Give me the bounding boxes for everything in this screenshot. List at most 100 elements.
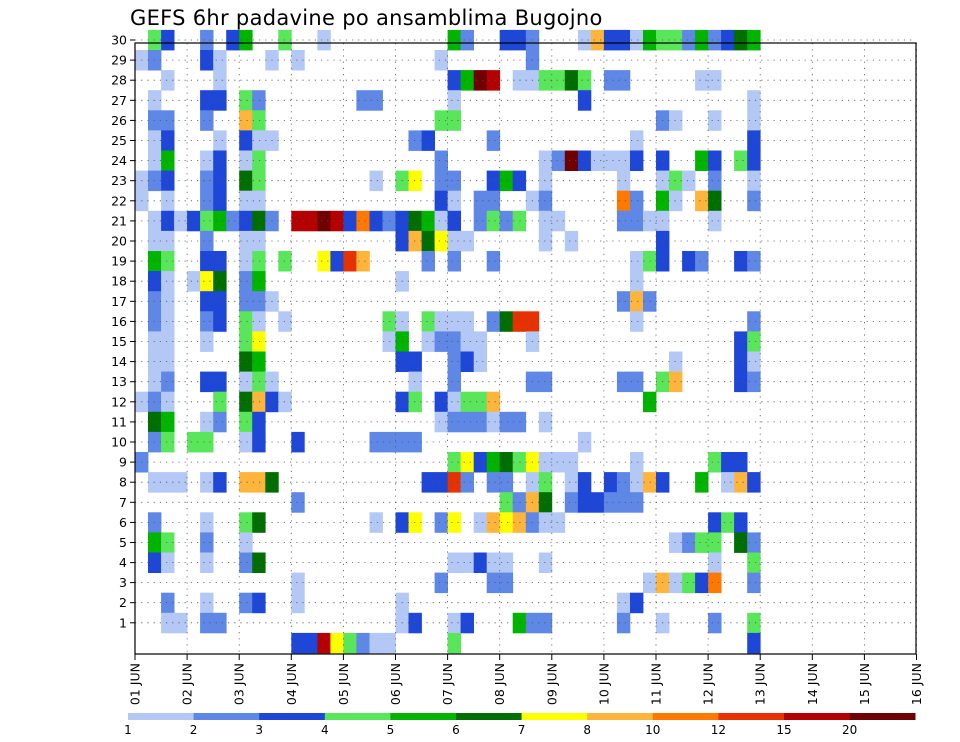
heatmap-cell	[538, 452, 553, 473]
y-tick-label: 19	[111, 254, 127, 269]
chart-title: GEFS 6hr padavine po ansamblima Bugojno	[130, 6, 603, 30]
heatmap-cell	[499, 552, 514, 573]
heatmap-cell	[486, 70, 501, 91]
heatmap-cell	[734, 150, 748, 171]
heatmap-cell	[734, 452, 748, 473]
heatmap-cell	[161, 371, 175, 393]
heatmap-cell	[473, 210, 488, 232]
y-tick-label: 8	[119, 475, 127, 490]
legend-swatch	[718, 713, 785, 720]
heatmap-cell	[434, 331, 448, 352]
heatmap-cell	[747, 472, 761, 493]
heatmap-cell	[538, 512, 553, 533]
heatmap-cell	[577, 431, 592, 453]
heatmap-cell	[630, 210, 644, 232]
heatmap-cell	[616, 472, 631, 493]
heatmap-cell	[200, 190, 214, 212]
heatmap-cell	[447, 411, 461, 433]
heatmap-cell	[499, 29, 514, 51]
heatmap-cell	[747, 351, 761, 372]
heatmap-cell	[538, 411, 553, 433]
heatmap-cell	[616, 170, 631, 192]
heatmap-cell	[460, 351, 474, 372]
heatmap-cell	[200, 170, 214, 192]
heatmap-cell	[382, 632, 396, 654]
heatmap-cell	[551, 70, 566, 91]
heatmap-cell	[577, 70, 592, 91]
heatmap-cell	[734, 371, 748, 393]
heatmap-cell	[499, 210, 514, 232]
heatmap-cell	[239, 311, 253, 332]
heatmap-cell	[669, 532, 683, 553]
heatmap-cell	[200, 371, 214, 393]
y-tick-label: 30	[111, 33, 127, 48]
heatmap-cell	[538, 150, 553, 171]
legend-swatch	[849, 713, 916, 720]
heatmap-cell	[434, 572, 448, 594]
heatmap-cell	[213, 90, 227, 111]
heatmap-cell	[291, 572, 305, 594]
heatmap-cell	[590, 150, 605, 171]
heatmap-cell	[434, 210, 448, 232]
heatmap-cell	[434, 170, 448, 192]
heatmap-cell	[447, 251, 461, 272]
heatmap-cell	[200, 291, 214, 312]
x-tick-label: 11 JUN	[649, 663, 664, 705]
heatmap-cell	[343, 251, 357, 272]
y-tick-label: 29	[111, 53, 127, 68]
legend-swatch	[652, 713, 719, 720]
heatmap-cell	[200, 50, 214, 71]
heatmap-cell	[369, 431, 383, 453]
heatmap-cell	[447, 210, 461, 232]
heatmap-cell	[239, 130, 253, 151]
legend-label: 5	[387, 723, 395, 737]
heatmap-cell	[734, 532, 748, 553]
heatmap-cell	[734, 472, 748, 493]
heatmap-cell	[213, 251, 227, 272]
heatmap-cell	[747, 190, 761, 212]
heatmap-cell	[421, 230, 435, 252]
heatmap-cell	[434, 50, 448, 71]
heatmap-cell	[174, 210, 188, 232]
heatmap-cell	[447, 351, 461, 372]
heatmap-cell	[421, 331, 435, 352]
y-tick-label: 13	[111, 374, 127, 389]
heatmap-cell	[669, 170, 683, 192]
heatmap-cell	[564, 472, 579, 493]
x-tick-label: 04 JUN	[284, 663, 299, 705]
heatmap-cell	[239, 391, 253, 413]
y-tick-label: 6	[119, 515, 127, 530]
y-tick-label: 27	[111, 93, 127, 108]
heatmap-cell	[564, 70, 579, 91]
heatmap-cell	[447, 472, 461, 493]
heatmap-cell	[747, 331, 761, 352]
heatmap-cell	[630, 251, 644, 272]
heatmap-cell	[226, 29, 240, 51]
heatmap-cell	[734, 29, 748, 51]
heatmap-cell	[551, 150, 566, 171]
heatmap-cell	[499, 472, 514, 493]
x-tick-label: 08 JUN	[492, 663, 507, 705]
heatmap-cell	[747, 251, 761, 272]
heatmap-cell	[239, 371, 253, 393]
y-tick-label: 23	[111, 173, 127, 188]
heatmap-cell	[695, 251, 709, 272]
heatmap-cell	[200, 110, 214, 131]
heatmap-cell	[161, 411, 175, 433]
heatmap-cell	[200, 29, 214, 51]
heatmap-cell	[161, 190, 175, 212]
heatmap-cell	[747, 130, 761, 151]
heatmap-cell	[538, 70, 553, 91]
heatmap-cell	[695, 572, 709, 594]
heatmap-cell	[630, 472, 644, 493]
heatmap-cell	[486, 251, 501, 272]
heatmap-cell	[499, 411, 514, 433]
heatmap-cell	[343, 632, 357, 654]
legend-swatch	[324, 713, 391, 720]
heatmap-cell	[161, 170, 175, 192]
heatmap-cell	[616, 371, 631, 393]
heatmap-cell	[630, 271, 644, 292]
heatmap-cell	[161, 612, 175, 634]
heatmap-cell	[200, 592, 214, 614]
heatmap-cell	[460, 552, 474, 573]
